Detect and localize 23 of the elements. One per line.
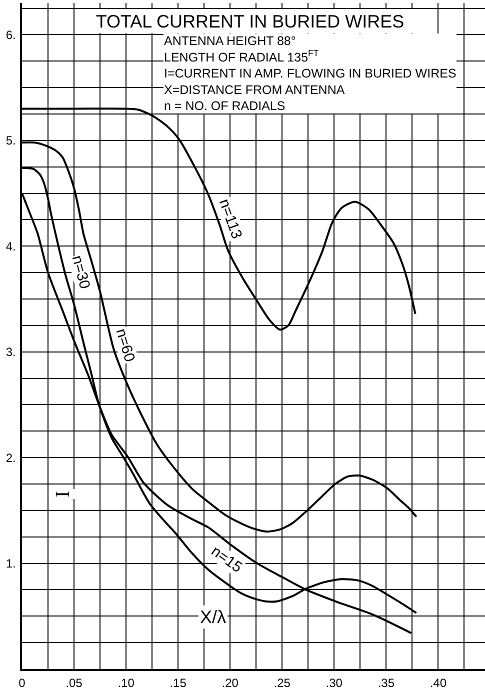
- x-tick-label: .15: [170, 676, 187, 690]
- y-tick-label: 1.: [6, 556, 16, 570]
- x-tick-label: .40: [430, 676, 447, 690]
- y-tick-label: 4.: [6, 239, 16, 254]
- text: n=30: [68, 254, 94, 291]
- text: ANTENNA HEIGHT 88° LENGTH OF RADIAL 135$^{FT}$ I=CURRENT IN AMP. FLOWING IN BURIED WIRES X=DISTANCE FROM ANTENNA n = NO. OF RADIALS: [164, 34, 456, 113]
- x-tick-label: 0: [18, 676, 26, 690]
- x-tick-label: .30: [326, 676, 343, 690]
- y-tick-label: 2.: [6, 450, 16, 465]
- x-tick-label: .20: [222, 676, 239, 690]
- text: n=113: [215, 196, 246, 242]
- x-tick-label: .10: [118, 676, 135, 690]
- y-tick-label: 6.: [6, 28, 16, 42]
- x-tick-label: .25: [274, 676, 291, 690]
- x-tick-label: .35: [378, 676, 395, 690]
- x-axis-title: X/λ: [200, 607, 226, 627]
- y-axis-title: I: [52, 490, 74, 498]
- y-tick-label: 3.: [6, 345, 16, 360]
- x-tick-label: .05: [66, 676, 83, 690]
- text: n=15: [208, 542, 246, 576]
- text: n=60: [112, 326, 138, 364]
- y-tick-label: 5.: [6, 134, 16, 148]
- text: TOTAL CURRENT IN BURIED WIRES: [96, 11, 404, 32]
